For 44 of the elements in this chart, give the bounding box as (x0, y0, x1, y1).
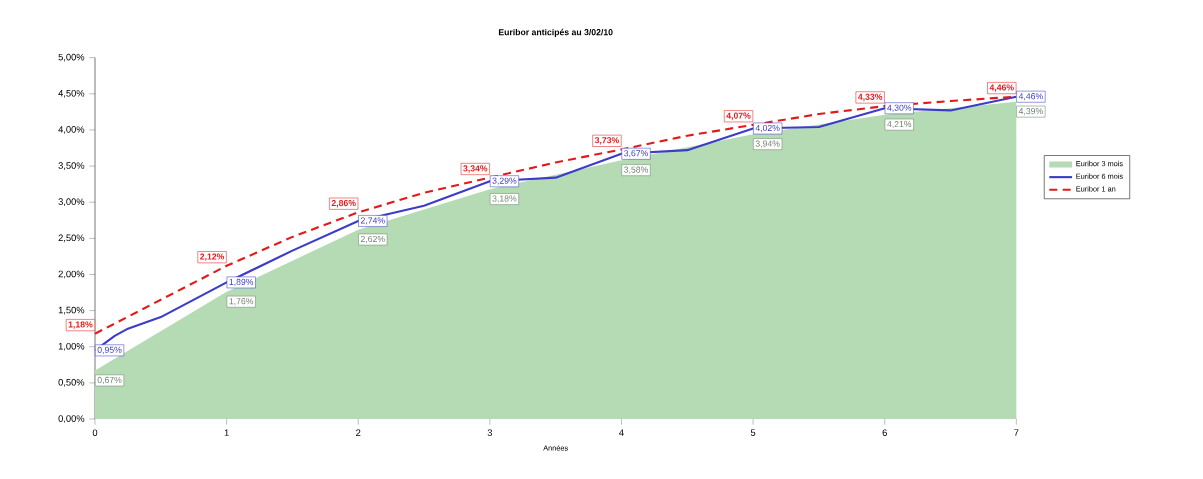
data-label: 3,58% (624, 166, 648, 174)
x-tick-label: 5 (750, 429, 756, 436)
data-label: 2,74% (360, 217, 385, 225)
data-label: 4,46% (989, 84, 1014, 92)
data-label: 0,95% (97, 346, 122, 354)
x-tick-label: 4 (619, 429, 624, 436)
data-label: 1,89% (229, 278, 254, 286)
data-label: 1,76% (229, 298, 254, 306)
x-tick-label: 3 (487, 429, 493, 436)
data-label: 3,18% (492, 195, 517, 203)
data-label: 2,62% (360, 235, 385, 244)
x-tick-label: 0 (92, 429, 98, 436)
y-tick-label: 1,00% (58, 342, 85, 351)
y-tick-label: 1,50% (58, 306, 85, 315)
data-label: 1,18% (68, 321, 93, 329)
data-label: 3,67% (624, 150, 648, 158)
y-tick-label: 0,50% (58, 379, 85, 387)
data-label: 4,02% (755, 124, 780, 133)
x-tick-label: 1 (224, 429, 229, 436)
data-label: 4,33% (858, 93, 883, 102)
x-tick-label: 2 (356, 429, 361, 436)
data-label: 4,07% (726, 112, 751, 120)
data-label: 3,34% (463, 165, 488, 173)
data-label: 4,30% (887, 104, 912, 112)
data-label: 3,29% (492, 177, 517, 185)
y-tick-label: 2,50% (58, 234, 85, 243)
data-label: 2,12% (200, 253, 225, 261)
y-tick-label: 4,50% (58, 89, 85, 98)
data-label: 3,94% (755, 140, 780, 148)
data-label: 3,73% (594, 137, 619, 145)
y-tick-label: 5,00% (58, 53, 85, 62)
x-tick-label: 7 (1014, 429, 1019, 436)
y-tick-label: 2,00% (58, 270, 85, 279)
y-tick-label: 0,00% (58, 415, 85, 423)
data-label: 4,46% (1018, 93, 1043, 101)
x-tick-label: 6 (882, 429, 887, 436)
data-label: 0,67% (97, 376, 122, 385)
y-tick-label: 3,00% (58, 198, 85, 207)
data-label: 2,86% (331, 200, 356, 208)
y-tick-label: 4,00% (58, 126, 85, 134)
chart-title: Euribor anticipés au 3/02/10 (498, 28, 613, 37)
data-label: 4,21% (887, 121, 912, 129)
y-tick-label: 3,50% (58, 162, 85, 170)
data-label: 4,39% (1018, 108, 1043, 116)
